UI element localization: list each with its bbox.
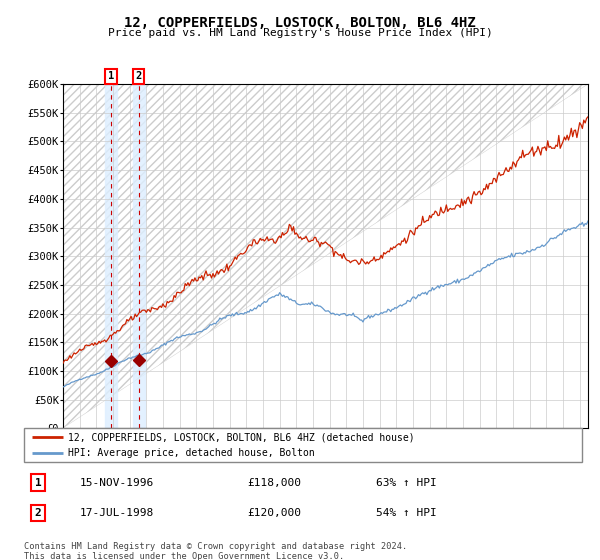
Text: 63% ↑ HPI: 63% ↑ HPI (376, 478, 436, 488)
FancyBboxPatch shape (24, 428, 582, 462)
Text: HPI: Average price, detached house, Bolton: HPI: Average price, detached house, Bolt… (68, 448, 314, 458)
Text: 54% ↑ HPI: 54% ↑ HPI (376, 508, 436, 518)
Text: Contains HM Land Registry data © Crown copyright and database right 2024.
This d: Contains HM Land Registry data © Crown c… (24, 542, 407, 560)
Text: 15-NOV-1996: 15-NOV-1996 (80, 478, 154, 488)
Text: 1: 1 (35, 478, 41, 488)
Text: 2: 2 (136, 71, 142, 81)
Text: £118,000: £118,000 (247, 478, 301, 488)
Bar (133, 84, 145, 428)
Text: Price paid vs. HM Land Registry's House Price Index (HPI): Price paid vs. HM Land Registry's House … (107, 28, 493, 38)
Text: 12, COPPERFIELDS, LOSTOCK, BOLTON, BL6 4HZ (detached house): 12, COPPERFIELDS, LOSTOCK, BOLTON, BL6 4… (68, 432, 414, 442)
Text: 17-JUL-1998: 17-JUL-1998 (80, 508, 154, 518)
Text: £120,000: £120,000 (247, 508, 301, 518)
Text: 1: 1 (108, 71, 114, 81)
Bar (105, 84, 117, 428)
Text: 2: 2 (35, 508, 41, 518)
Text: 12, COPPERFIELDS, LOSTOCK, BOLTON, BL6 4HZ: 12, COPPERFIELDS, LOSTOCK, BOLTON, BL6 4… (124, 16, 476, 30)
